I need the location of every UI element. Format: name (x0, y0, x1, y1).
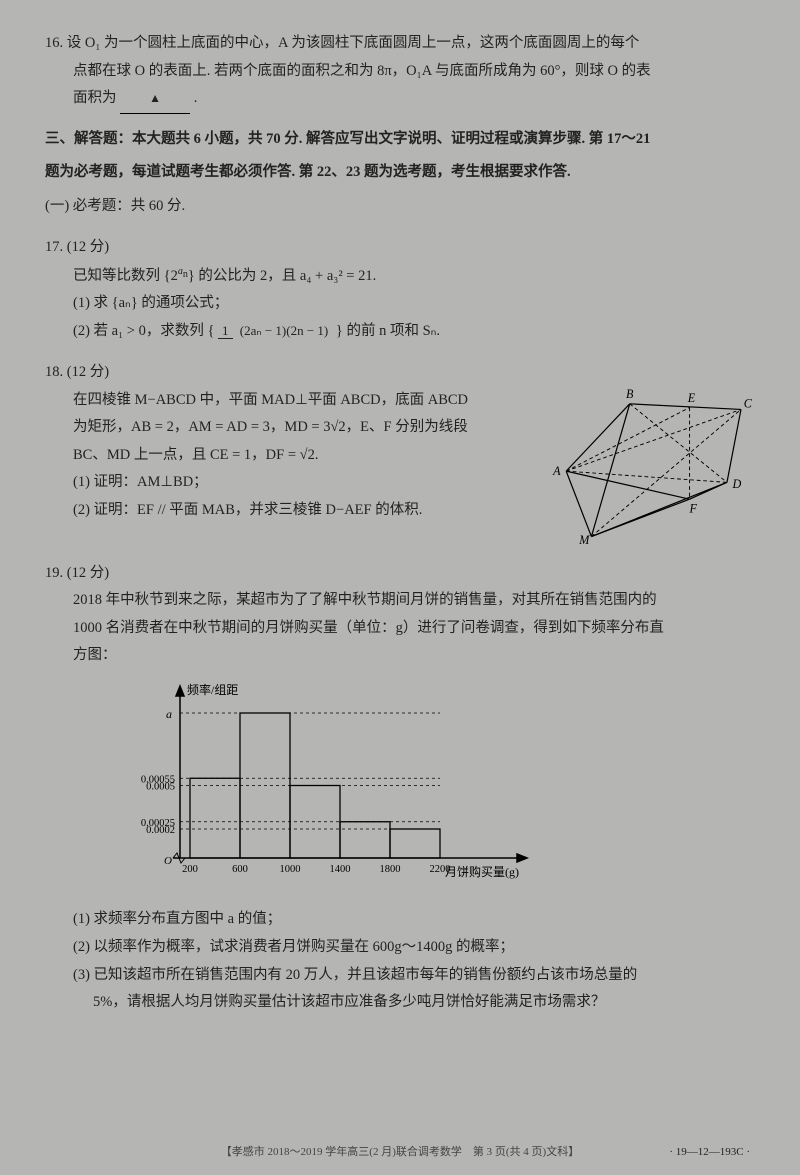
label-M: M (578, 533, 590, 546)
q16-line2: 点都在球 O 的表面上. 若两个底面的面积之和为 8π，O₁A 与底面所成角为 … (73, 63, 651, 79)
q17-part1: (1) 求 {aₙ} 的通项公式； (45, 290, 755, 318)
ylabel: 频率/组距 (187, 682, 238, 697)
svg-text:1000: 1000 (280, 864, 301, 875)
q18-title: 18. (12 分) (45, 359, 755, 387)
q18-part2: (2) 证明：EF // 平面 MAB，并求三棱锥 D−AEF 的体积. (45, 497, 530, 525)
label-C: C (744, 396, 753, 410)
label-B: B (626, 387, 634, 401)
pyramid-diagram: B E C A D F M (540, 387, 755, 546)
q19-part2: (2) 以频率作为概率，试求消费者月饼购买量在 600g～1400g 的概率； (45, 934, 755, 962)
histogram-chart: 频率/组距 月饼购买量(g) 200 600 1000 1400 1800 2200 0.… (45, 678, 755, 899)
svg-text:2200: 2200 (430, 864, 451, 875)
label-A: A (552, 464, 561, 478)
svg-text:1800: 1800 (380, 864, 401, 875)
q16-line1: 16. 设 O₁ 为一个圆柱上底面的中心，A 为该圆柱下底面圆周上一点，这两个底… (45, 30, 755, 58)
frac-denominator: (2aₙ − 1)(2n − 1) (236, 323, 332, 338)
svg-text:1400: 1400 (330, 864, 351, 875)
svg-text:600: 600 (232, 864, 248, 875)
section-3-header-2: 题为必考题，每道试题考生都必须作答. 第 22、23 题为选考题，考生根据要求作… (45, 159, 755, 187)
svg-text:0.00025: 0.00025 (141, 818, 175, 829)
xlabel: 月饼购买量(g) (445, 864, 519, 879)
q17-title: 17. (12 分) (45, 234, 755, 262)
subsection-header: (一) 必考题：共 60 分. (45, 193, 755, 221)
q17-line1b: } 的公比为 2，且 a₄ + a₃² = 21. (188, 268, 376, 284)
fraction: 1 (2aₙ − 1)(2n − 1) (218, 319, 332, 344)
q19-part1: (1) 求频率分布直方图中 a 的值； (45, 906, 755, 934)
q19-title: 19. (12 分) (45, 560, 755, 588)
label-D: D (732, 477, 742, 491)
page-footer-right: · 19—12—193C · (669, 1142, 750, 1163)
answer-blank-triangle (120, 85, 190, 114)
q16-line3b: . (194, 90, 198, 106)
q16-line3a: 面积为 (73, 90, 117, 106)
q18-part1: (1) 证明：AM⊥BD； (45, 469, 530, 497)
question-18: 18. (12 分) 在四棱锥 M−ABCD 中，平面 MAD⊥平面 ABCD，… (45, 359, 755, 545)
q18-line1: 在四棱锥 M−ABCD 中，平面 MAD⊥平面 ABCD，底面 ABCD (45, 387, 530, 415)
q17-part2b: } 的前 n 项和 Sₙ. (336, 323, 440, 339)
q19-line1: 2018 年中秋节到来之际，某超市为了了解中秋节期间月饼的销售量，对其所在销售范… (45, 587, 755, 615)
q19-line2: 1000 名消费者在中秋节期间的月饼购买量（单位：g）进行了问卷调查，得到如下频… (45, 615, 755, 643)
q17-part2a: (2) 若 a₁ > 0，求数列 { (73, 323, 214, 339)
q18-line2: 为矩形，AB = 2，AM = AD = 3，MD = 3√2，E、F 分别为线… (45, 414, 530, 442)
frac-numerator: 1 (218, 323, 233, 339)
section-header-line1: 三、解答题：本大题共 6 小题，共 70 分. 解答应写出文字说明、证明过程或演… (45, 131, 650, 147)
a-label: a (166, 707, 172, 721)
label-F: F (689, 501, 698, 515)
question-19: 19. (12 分) 2018 年中秋节到来之际，某超市为了了解中秋节期间月饼的… (45, 560, 755, 1017)
q17-line1a: 已知等比数列 {2 (73, 268, 178, 284)
question-16: 16. 设 O₁ 为一个圆柱上底面的中心，A 为该圆柱下底面圆周上一点，这两个底… (45, 30, 755, 114)
q18-line3: BC、MD 上一点，且 CE = 1，DF = √2. (45, 442, 530, 470)
svg-text:200: 200 (182, 864, 198, 875)
q19-line3: 方图： (45, 642, 755, 670)
question-17: 17. (12 分) 已知等比数列 {2an} 的公比为 2，且 a₄ + a₃… (45, 234, 755, 345)
q19-part3b: 5%，请根据人均月饼购买量估计该超市应准备多少吨月饼恰好能满足市场需求？ (45, 989, 755, 1017)
svg-text:0.00055: 0.00055 (141, 774, 175, 785)
label-E: E (687, 391, 696, 405)
q19-part3: (3) 已知该超市所在销售范围内有 20 万人，并且该超市每年的销售份额约占该市… (45, 962, 755, 990)
origin-label: O (164, 855, 172, 867)
section-3-header: 三、解答题：本大题共 6 小题，共 70 分. 解答应写出文字说明、证明过程或演… (45, 126, 755, 154)
